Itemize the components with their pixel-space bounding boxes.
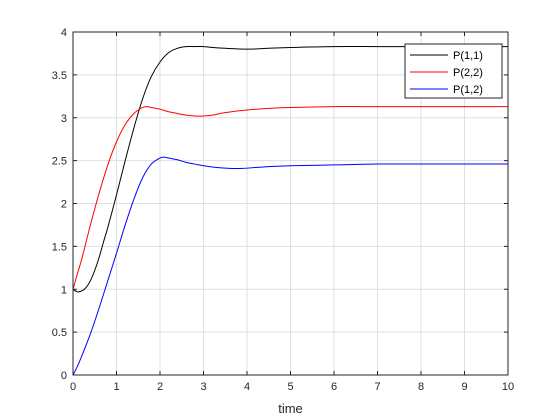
y-tick-label: 1.5 [52, 241, 67, 253]
series-layer [72, 45, 508, 376]
y-tick-label: 0 [61, 370, 67, 382]
x-tick-label: 9 [461, 381, 467, 393]
y-tick-label: 0.5 [52, 327, 67, 339]
y-tick-label: 1 [61, 284, 67, 296]
x-tick-label: 6 [331, 381, 337, 393]
x-tick-label: 8 [418, 381, 424, 393]
legend-label-p11: P(1,1) [453, 50, 483, 62]
x-tick-label: 0 [70, 381, 76, 393]
legend-label-p22: P(2,2) [453, 67, 483, 79]
series-line-p22 [72, 106, 508, 290]
legend-label-p12: P(1,2) [453, 84, 483, 96]
tick-marks [72, 31, 509, 376]
x-tick-label: 5 [287, 381, 293, 393]
y-tick-label: 4 [61, 27, 67, 39]
y-tick-label: 2 [61, 199, 67, 211]
y-tick-label: 3 [61, 113, 67, 125]
y-tick-label: 3.5 [52, 70, 67, 82]
tick-labels: 0 1 2 3 4 5 6 7 8 9 10 0 0.5 1 1.5 2 2.5 3 3.5 4 [52, 27, 514, 393]
x-tick-label: 10 [502, 381, 514, 393]
x-tick-label: 7 [374, 381, 380, 393]
x-tick-label: 1 [113, 381, 119, 393]
y-tick-label: 2.5 [52, 156, 67, 168]
x-tick-label: 2 [157, 381, 163, 393]
x-axis-label: time [278, 401, 303, 416]
series-line-p11 [72, 45, 508, 293]
x-tick-label: 4 [244, 381, 250, 393]
series-line-p12 [72, 156, 508, 376]
x-tick-label: 3 [200, 381, 206, 393]
legend: P(1,1) P(2,2) P(1,2) [404, 43, 503, 99]
